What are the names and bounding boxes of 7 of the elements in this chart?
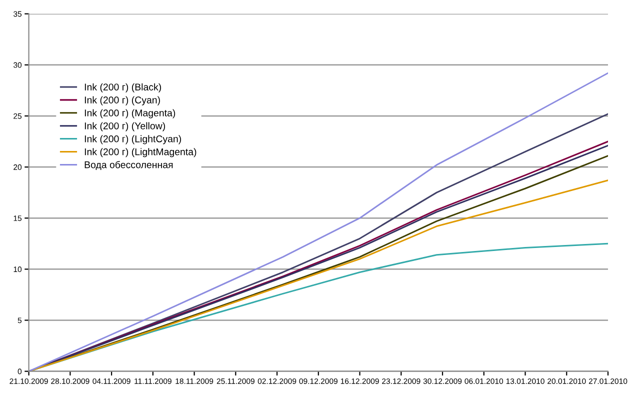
- legend-label: Ink (200 г) (Black): [84, 83, 162, 92]
- legend-label: Ink (200 г) (LightMagenta): [84, 148, 196, 158]
- legend-label: Ink (200 г) (Yellow): [84, 122, 165, 132]
- legend-label: Ink (200 г) (LightCyan): [84, 135, 182, 144]
- legend-label: Вода обессоленная: [84, 160, 173, 170]
- legend-label: Ink (200 г) (Cyan): [84, 96, 160, 106]
- legend-label: Ink (200 г) (Magenta): [84, 109, 176, 118]
